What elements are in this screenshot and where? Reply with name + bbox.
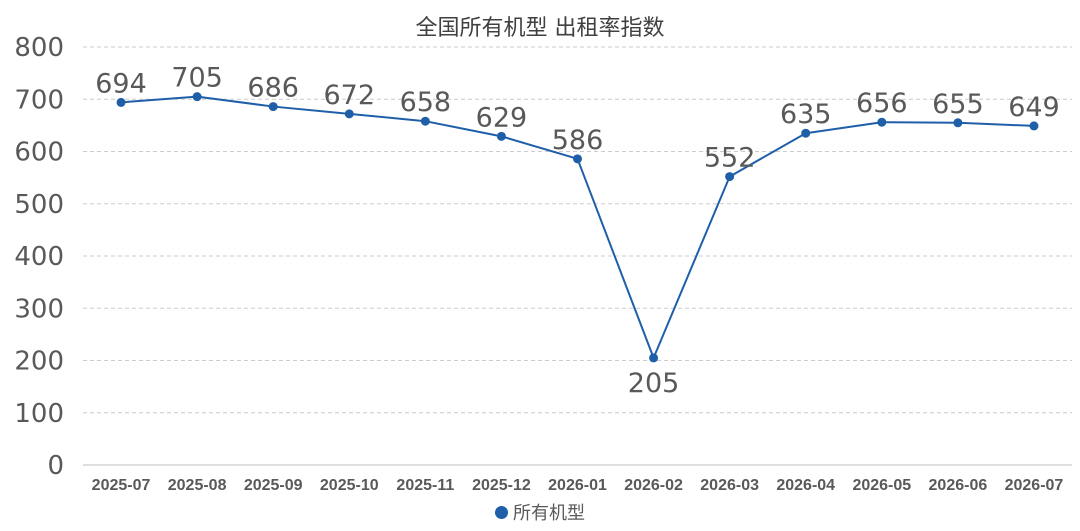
data-label: 705 xyxy=(171,63,223,94)
y-tick-label: 100 xyxy=(14,399,64,429)
x-tick-label: 2025-10 xyxy=(320,477,379,494)
x-tick-label: 2025-11 xyxy=(396,477,454,494)
x-tick-label: 2025-08 xyxy=(168,477,227,494)
chart-title: 全国所有机型 出租率指数 xyxy=(415,16,665,41)
data-point xyxy=(573,154,582,164)
x-tick-label: 2026-05 xyxy=(852,477,911,494)
y-tick-label: 800 xyxy=(14,33,64,63)
data-point xyxy=(192,92,202,102)
data-label: 656 xyxy=(856,88,908,119)
data-label: 649 xyxy=(1008,92,1060,123)
series-layer xyxy=(116,92,1039,363)
grid-layer xyxy=(83,46,1072,414)
x-tick-label: 2026-06 xyxy=(929,477,988,494)
x-tick-label: 2026-03 xyxy=(700,477,759,494)
data-point xyxy=(344,109,354,119)
x-tick-label: 2026-04 xyxy=(776,477,835,494)
data-label: 658 xyxy=(400,87,452,118)
x-axis: 2025-07 2025-08 2025-09 2025-10 2025-11 2025-… xyxy=(83,464,1072,494)
data-label: 586 xyxy=(552,125,604,156)
data-label: 672 xyxy=(323,80,375,111)
data-point xyxy=(116,97,126,107)
data-point xyxy=(877,117,887,127)
data-label: 205 xyxy=(628,368,680,399)
data-label-layer: 694 705 686 672 658 629 586 205 552 635 656 655 649 xyxy=(95,63,1059,399)
x-tick-label: 2025-09 xyxy=(244,477,303,494)
y-tick-label: 600 xyxy=(14,138,64,168)
data-point xyxy=(649,353,659,363)
data-point xyxy=(1029,121,1039,131)
legend-label: 所有机型 xyxy=(513,503,585,524)
data-point xyxy=(420,116,430,126)
data-label: 629 xyxy=(476,102,528,133)
data-point xyxy=(801,128,811,138)
x-tick-label: 2026-02 xyxy=(624,477,683,494)
y-tick-label: 200 xyxy=(14,347,64,377)
y-tick-label: 0 xyxy=(47,451,64,481)
data-label: 635 xyxy=(780,99,832,130)
data-point xyxy=(268,102,278,112)
y-tick-label: 400 xyxy=(14,242,64,272)
x-tick-label: 2025-07 xyxy=(92,477,151,494)
x-tick-label: 2026-01 xyxy=(548,477,607,494)
data-point xyxy=(953,118,963,128)
y-tick-label: 500 xyxy=(14,190,64,220)
y-tick-label: 700 xyxy=(14,85,64,115)
legend: 所有机型 xyxy=(0,499,1080,525)
data-point xyxy=(725,172,735,182)
data-point xyxy=(496,131,506,141)
x-tick-label: 2025-12 xyxy=(472,477,531,494)
y-tick-label: 300 xyxy=(14,294,64,324)
y-axis: 0 100 200 300 400 500 600 700 800 xyxy=(14,33,64,481)
data-label: 686 xyxy=(247,73,299,104)
data-label: 552 xyxy=(704,143,756,174)
legend-marker xyxy=(495,505,508,519)
data-label: 694 xyxy=(95,68,147,99)
x-tick-label: 2026-07 xyxy=(1005,477,1064,494)
data-label: 655 xyxy=(932,89,984,120)
